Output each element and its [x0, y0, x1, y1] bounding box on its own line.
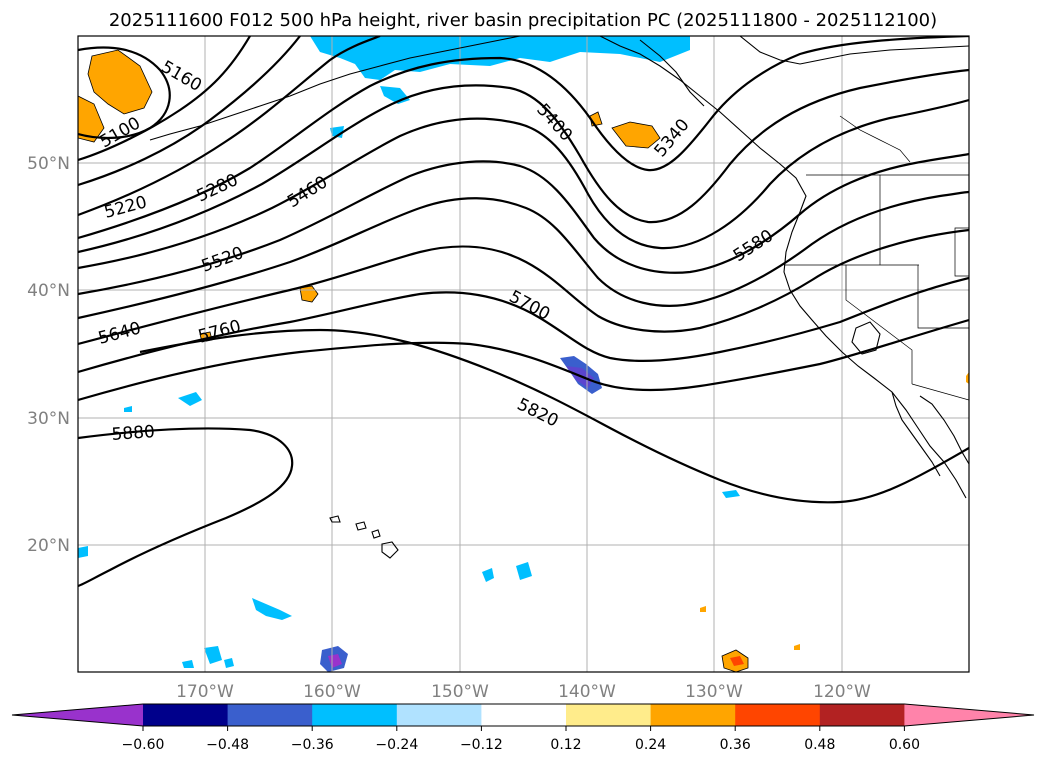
colorbar-tick-label: −0.24	[375, 737, 418, 753]
lon-label: 130°W	[685, 682, 743, 702]
height-contours	[78, 36, 969, 588]
graticule	[78, 36, 969, 672]
lat-label: 20°N	[27, 536, 70, 556]
colorbar-tick-label: 0.24	[635, 737, 666, 753]
colorbar-tick-label: −0.12	[460, 737, 503, 753]
contour-label: 5880	[111, 422, 156, 445]
colorbar-swatch	[227, 704, 313, 726]
lat-label: 40°N	[27, 281, 70, 301]
lat-label: 50°N	[27, 154, 70, 174]
islands	[329, 321, 881, 559]
colorbar-swatch	[650, 704, 736, 726]
map-frame	[77, 35, 970, 673]
map-area: 5160 5100 5220 5280 5460 5520 5640 5760 …	[78, 36, 969, 672]
colorbar-swatch	[396, 704, 482, 726]
latitude-labels: 50°N 40°N 30°N 20°N	[27, 154, 70, 556]
colorbar: −0.60 −0.48 −0.36 −0.24 −0.12 0.12 0.24 0.36 0.4…	[11, 703, 1035, 753]
lon-label: 140°W	[558, 682, 616, 702]
colorbar-extend-low	[12, 704, 143, 726]
colorbar-tick-label: 0.12	[550, 737, 581, 753]
precip-positive-areas	[78, 49, 969, 672]
colorbar-extend-high	[904, 704, 1034, 726]
colorbar-swatch	[819, 704, 905, 726]
colorbar-swatch	[143, 704, 229, 726]
colorbar-tick-label: 0.48	[804, 737, 835, 753]
lon-label: 120°W	[813, 682, 871, 702]
colorbar-swatch	[312, 704, 398, 726]
lat-label: 30°N	[27, 409, 70, 429]
colorbar-tick-label: 0.36	[720, 737, 751, 753]
lon-label: 150°W	[431, 682, 489, 702]
lon-label: 170°W	[176, 682, 234, 702]
lon-label: 160°W	[303, 682, 361, 702]
colorbar-tick-label: −0.48	[206, 737, 249, 753]
colorbar-swatch	[735, 704, 821, 726]
colorbar-swatch	[566, 704, 652, 726]
map-title: 2025111600 F012 500 hPa height, river ba…	[109, 10, 937, 31]
longitude-labels: 170°W 160°W 150°W 140°W 130°W 120°W	[176, 682, 871, 702]
colorbar-tick-label: −0.60	[122, 737, 165, 753]
colorbar-tick-label: 0.60	[889, 737, 920, 753]
colorbar-swatch	[481, 704, 567, 726]
colorbar-tick-label: −0.36	[291, 737, 334, 753]
